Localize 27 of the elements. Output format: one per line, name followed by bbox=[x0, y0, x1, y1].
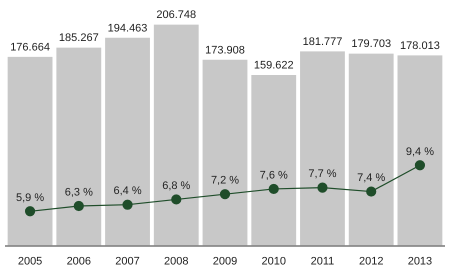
data-label: 178.013 bbox=[400, 40, 440, 52]
data-label: 194.463 bbox=[108, 22, 148, 34]
x-tick-label: 2010 bbox=[261, 255, 286, 268]
data-label: 9,4 % bbox=[406, 146, 434, 158]
data-label: 179.703 bbox=[351, 38, 392, 50]
data-label: 6,4 % bbox=[113, 185, 142, 198]
data-label: 5,9 % bbox=[16, 192, 44, 204]
x-tick-label: 2011 bbox=[310, 255, 334, 268]
data-label: 185.267 bbox=[58, 32, 99, 44]
x-tick-label: 2008 bbox=[164, 255, 189, 268]
data-label: 181.777 bbox=[302, 36, 342, 48]
x-tick-label: 2007 bbox=[115, 255, 140, 268]
data-label: 206.748 bbox=[156, 9, 196, 22]
x-tick-label: 2006 bbox=[66, 255, 92, 268]
x-tick-label: 2005 bbox=[18, 255, 42, 268]
data-label: 176.664 bbox=[10, 41, 50, 54]
data-label: 7,7 % bbox=[308, 168, 337, 180]
data-label: 6,8 % bbox=[162, 180, 191, 192]
data-label: 7,2 % bbox=[210, 174, 240, 187]
data-label: 7,6 % bbox=[260, 169, 288, 182]
x-tick-label: 2012 bbox=[358, 255, 384, 268]
data-label: 7,4 % bbox=[357, 172, 386, 184]
x-tick-label: 2013 bbox=[408, 255, 432, 268]
data-label: 173.908 bbox=[205, 44, 245, 56]
data-label: 6,3 % bbox=[64, 186, 94, 199]
x-tick-label: 2009 bbox=[212, 255, 238, 268]
data-label: 159.622 bbox=[254, 60, 294, 72]
